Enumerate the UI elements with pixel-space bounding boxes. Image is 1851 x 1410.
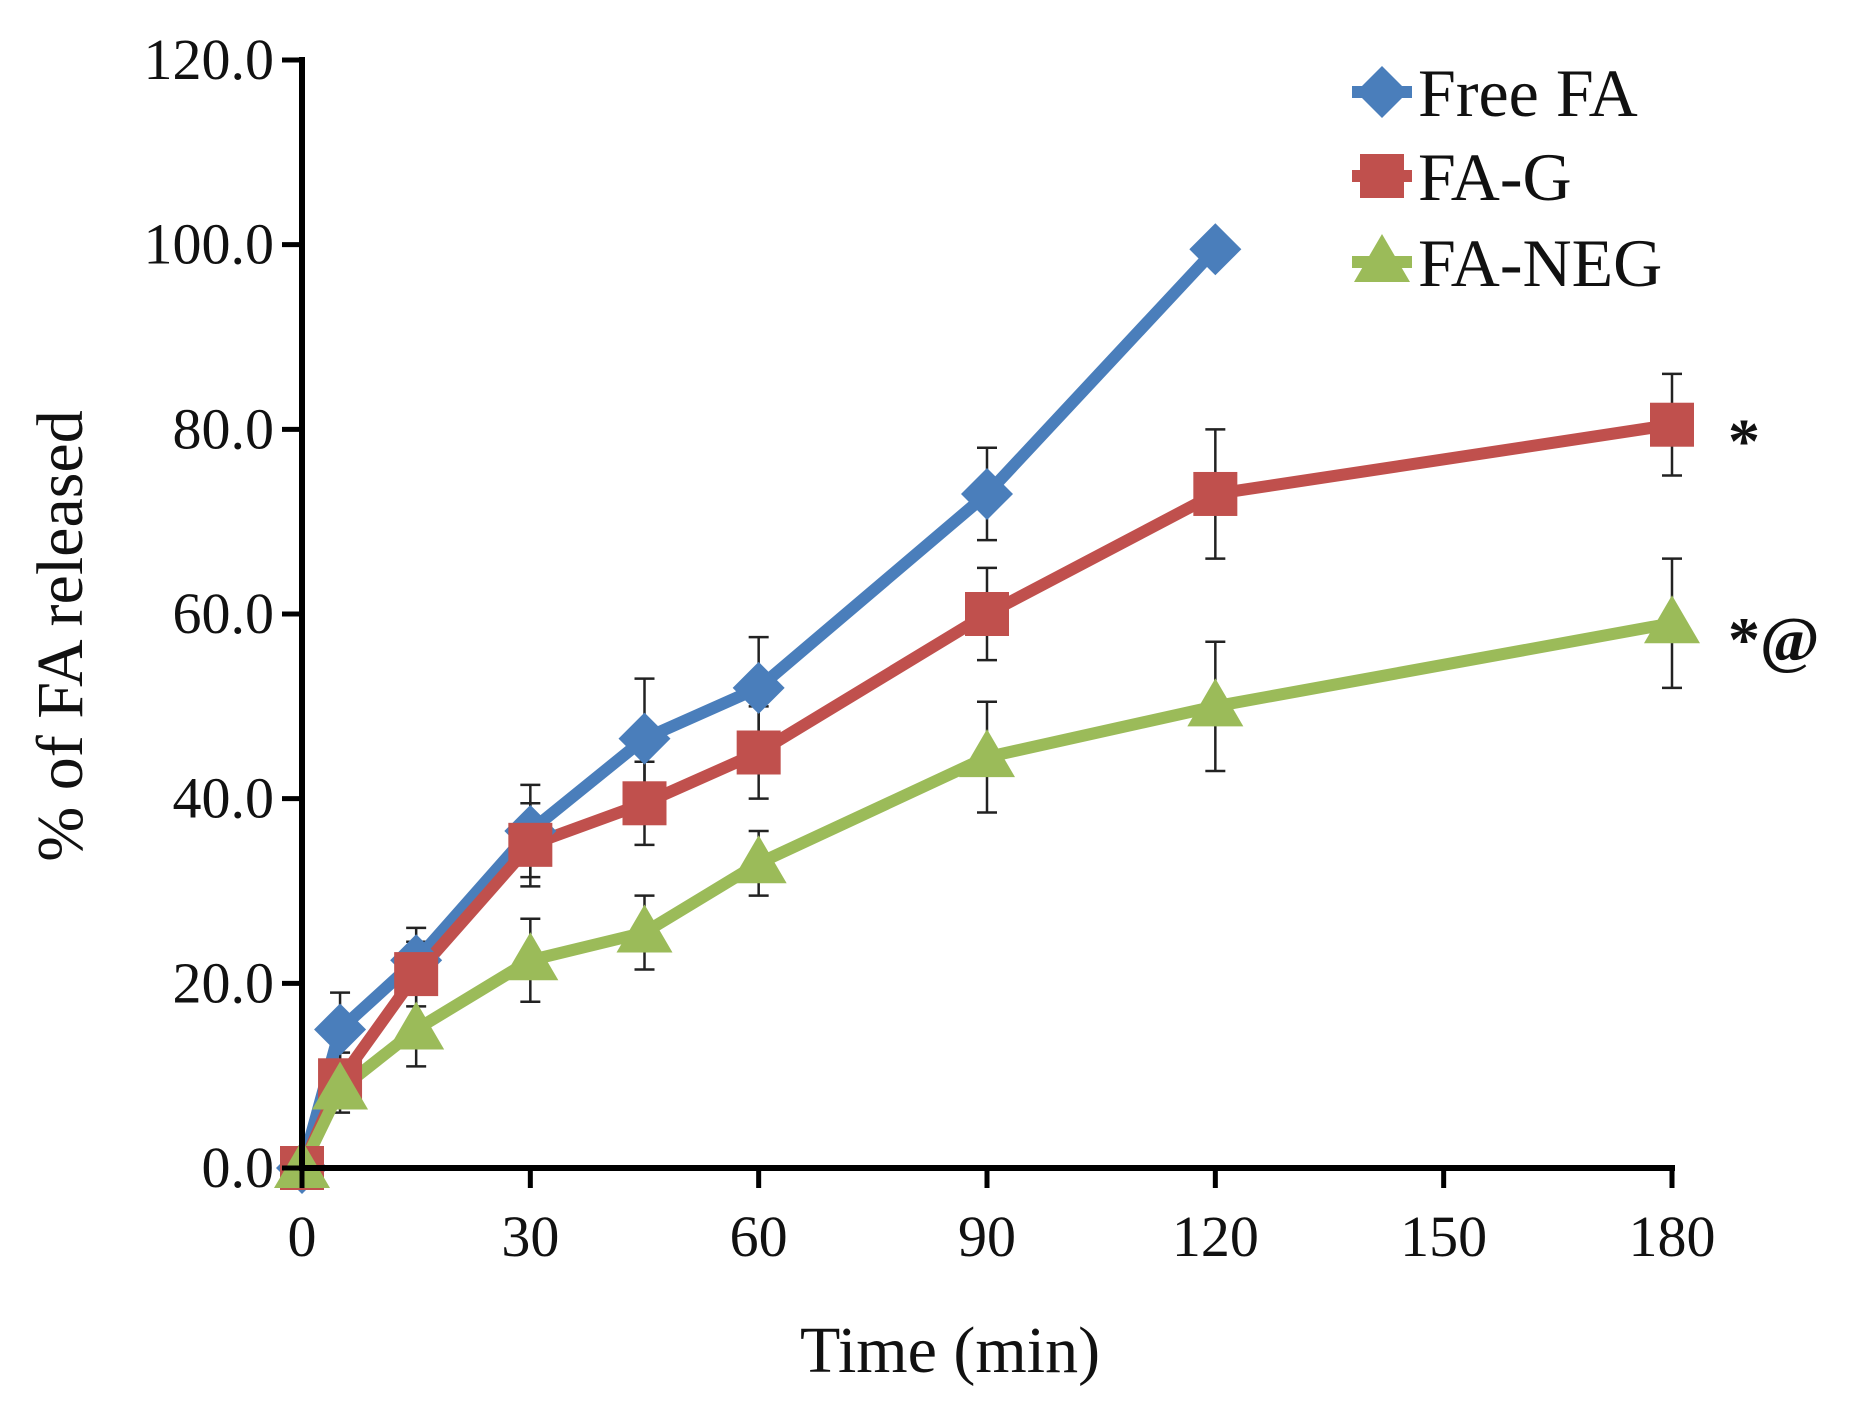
legend-item-free-fa: Free FA [1352,55,1638,131]
y-axis-title: % of FA released [24,410,97,861]
y-tick-label: 120.0 [144,27,275,92]
axis-tick-labels: 0.0 20.0 40.0 60.0 80.0 100.0 120.0 0 30 60 90 120 1… [144,27,1716,1269]
x-tick-label: 150 [1400,1204,1487,1269]
legend-label-free-fa: Free FA [1418,55,1638,131]
y-tick-label: 0.0 [202,1135,275,1200]
data-point-fa-g [1193,471,1238,516]
data-point-fa-g [622,781,667,826]
y-tick-label: 80.0 [173,396,275,461]
data-point-fa-neg [959,729,1015,778]
data-point-fa-neg [616,904,673,953]
legend-label-fa-neg: FA-NEG [1418,225,1662,301]
data-point-fa-g [508,822,553,867]
significance-marker: * [1728,406,1760,477]
significance-marker: *@ [1728,604,1820,675]
legend-marker-fa-g [1360,154,1404,198]
legend: Free FA FA-G FA-NEG [1352,55,1662,301]
data-point-fa-neg [502,932,559,981]
significance-annotations: * *@ [1728,406,1820,676]
data-point-fa-neg [1644,595,1700,644]
x-tick-label: 90 [958,1204,1016,1269]
data-point-free-fa [314,1003,367,1056]
x-axis-title: Time (min) [800,1314,1100,1387]
legend-marker-fa-neg [1354,234,1410,282]
data-point-fa-g [394,952,439,997]
axis-ticks [282,57,1675,1188]
data-point-fa-neg [1187,678,1244,727]
data-point-fa-g [965,592,1009,636]
data-point-fa-neg [730,835,787,884]
y-tick-label: 20.0 [173,950,275,1015]
x-tick-label: 60 [730,1204,788,1269]
y-tick-label: 40.0 [173,766,275,831]
y-tick-label: 60.0 [173,581,275,646]
data-point-fa-neg [312,1061,369,1110]
data-point-free-fa [1189,223,1242,276]
legend-label-fa-g: FA-G [1418,139,1572,215]
data-point-free-fa [961,467,1013,520]
x-tick-label: 0 [288,1204,317,1269]
y-tick-label: 100.0 [144,212,275,277]
data-point-fa-g [736,730,781,775]
x-tick-label: 30 [501,1204,559,1269]
legend-item-fa-g: FA-G [1352,139,1572,215]
data-point-fa-neg [388,1001,445,1050]
x-tick-label: 180 [1629,1204,1716,1269]
data-point-free-fa [732,661,785,714]
error-bars [330,372,1682,1114]
x-tick-label: 120 [1172,1204,1259,1269]
legend-marker-free-fa [1356,66,1408,118]
legend-item-fa-neg: FA-NEG [1352,225,1662,301]
data-point-fa-g [1650,402,1694,447]
data-point-free-fa [618,712,671,765]
